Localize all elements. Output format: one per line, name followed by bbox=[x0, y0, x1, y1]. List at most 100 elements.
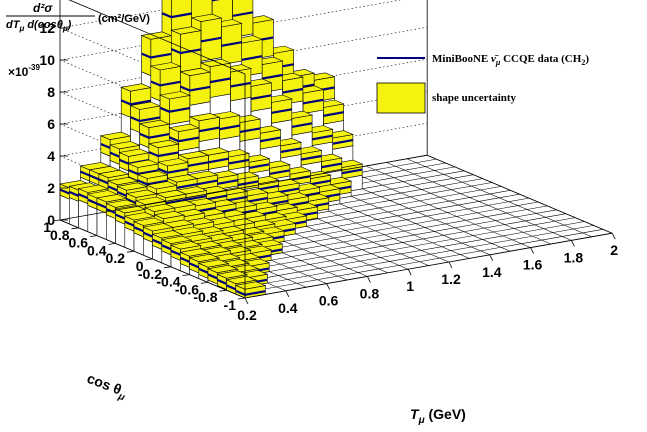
y-tick-label: -1 bbox=[224, 297, 237, 313]
bar-top bbox=[149, 62, 182, 71]
x-tick-label: 0.2 bbox=[237, 307, 257, 323]
y-tick-label: 0 bbox=[136, 258, 144, 274]
bar-top bbox=[77, 184, 110, 193]
bar-data-line bbox=[141, 52, 172, 59]
bar-top bbox=[114, 205, 147, 214]
bar-top bbox=[132, 217, 165, 226]
bar-side-face bbox=[69, 197, 79, 229]
y-axis-title: cos θμ bbox=[83, 370, 129, 404]
y-tick-mark bbox=[145, 258, 153, 261]
x-tick-label: 0.8 bbox=[360, 285, 380, 301]
z-tick-label: 6 bbox=[47, 116, 55, 132]
bar-top bbox=[168, 123, 201, 132]
y-tick-label: 0.2 bbox=[106, 250, 126, 266]
x-tick-mark bbox=[285, 290, 290, 297]
bar-top bbox=[136, 170, 169, 179]
x-tick-mark bbox=[530, 247, 534, 254]
y-tick-mark bbox=[108, 243, 116, 245]
x-tick-label: 1.4 bbox=[482, 264, 502, 280]
bar-top bbox=[99, 131, 132, 140]
z-tick-label: 8 bbox=[47, 84, 55, 100]
bars-layer bbox=[58, 0, 364, 299]
x-axis-ticks: 0.2 0.4 0.6 0.8 1 1.2 1.4 1.6 1.8 2 bbox=[237, 233, 618, 323]
bar-side-face bbox=[115, 219, 126, 248]
bar-data-line bbox=[130, 116, 161, 123]
bar-top bbox=[188, 253, 221, 263]
legend-shape-uncertainty-label: shape uncertainty bbox=[432, 92, 517, 104]
floor-gridline bbox=[217, 221, 585, 287]
bar-top bbox=[199, 58, 232, 68]
bar-top bbox=[142, 223, 174, 232]
y-tick-mark bbox=[126, 250, 135, 253]
bar-data-line bbox=[120, 99, 152, 106]
y-tick-label: -0.8 bbox=[193, 289, 217, 305]
frame-edge bbox=[59, 154, 428, 221]
bar-data-line bbox=[128, 169, 159, 176]
z-axis-title: d²σ dTμ d(cosθμ) (cm²/GeV) bbox=[6, 1, 150, 33]
bar-data-line bbox=[137, 179, 168, 186]
bar-top bbox=[197, 259, 230, 268]
bar-top bbox=[155, 189, 187, 199]
frame-edge bbox=[68, 0, 246, 75]
x-tick-mark bbox=[367, 276, 371, 283]
bar-data-line bbox=[159, 106, 190, 113]
frame-edge bbox=[427, 154, 613, 234]
bar-top bbox=[179, 248, 211, 257]
y-tick-label: -0.2 bbox=[138, 266, 162, 282]
z-scale-factor: ×10-39 bbox=[8, 63, 40, 79]
bar-top bbox=[190, 13, 223, 22]
x-tick-mark bbox=[448, 261, 453, 269]
bar-top bbox=[105, 199, 137, 208]
z-title-denominator: dTμ d(cosθμ) bbox=[6, 19, 72, 33]
bar-top bbox=[206, 264, 239, 274]
floor-gridline bbox=[226, 225, 594, 291]
x-tick-mark bbox=[571, 240, 575, 247]
frame-edge bbox=[244, 232, 613, 299]
z-tick-label: 12 bbox=[39, 20, 55, 36]
bar-top bbox=[166, 174, 199, 183]
bar-data-line bbox=[161, 12, 192, 19]
bar-top bbox=[177, 150, 210, 160]
x-tick-label: 0.6 bbox=[319, 293, 339, 309]
bar-top bbox=[153, 210, 186, 220]
y-tick-mark bbox=[237, 297, 246, 300]
bar-top bbox=[125, 189, 158, 198]
bar-top bbox=[95, 194, 128, 203]
bar-data-line bbox=[170, 48, 202, 55]
x-axis-title: Tμ (GeV) bbox=[410, 406, 466, 426]
z-tick-label: 10 bbox=[39, 52, 55, 68]
bar-side-face bbox=[106, 214, 116, 244]
legend: MiniBooNE ν̄μ CCQE data (CH2) shape unce… bbox=[376, 53, 589, 114]
bar-data-line bbox=[180, 85, 211, 92]
bar-top bbox=[138, 119, 171, 129]
bar-top bbox=[170, 26, 202, 35]
bar-data-line bbox=[168, 136, 200, 143]
bar-top bbox=[118, 148, 150, 157]
x-tick-mark bbox=[407, 269, 412, 276]
y-tick-label: 1 bbox=[43, 219, 51, 235]
bar-top bbox=[216, 270, 248, 279]
x-tick-label: 2 bbox=[610, 242, 618, 258]
bar-top bbox=[134, 196, 167, 205]
bar-top bbox=[97, 169, 130, 179]
legend-data-label: MiniBooNE ν̄μ CCQE data (CH2) bbox=[432, 53, 589, 67]
y-tick-mark bbox=[71, 227, 79, 230]
y-tick-label: 0.8 bbox=[50, 227, 70, 243]
bar-top bbox=[188, 112, 221, 122]
x-tick-mark bbox=[611, 233, 616, 240]
bar-top bbox=[169, 241, 202, 250]
bar-top bbox=[116, 182, 149, 191]
z-tick-label: 2 bbox=[47, 180, 55, 196]
z-axis-ticks: 0 2 4 6 8 10 12 bbox=[39, 20, 68, 228]
y-tick-mark bbox=[219, 289, 227, 292]
z-title-units: (cm²/GeV) bbox=[98, 13, 150, 25]
bar-top bbox=[140, 31, 173, 40]
bar-top bbox=[107, 176, 139, 186]
y-tick-mark bbox=[182, 274, 190, 276]
z-title-numerator: d²σ bbox=[33, 1, 53, 15]
bar-side-face bbox=[96, 208, 107, 240]
z-tick-label: 0 bbox=[47, 212, 55, 228]
y-tick-mark bbox=[163, 266, 172, 269]
